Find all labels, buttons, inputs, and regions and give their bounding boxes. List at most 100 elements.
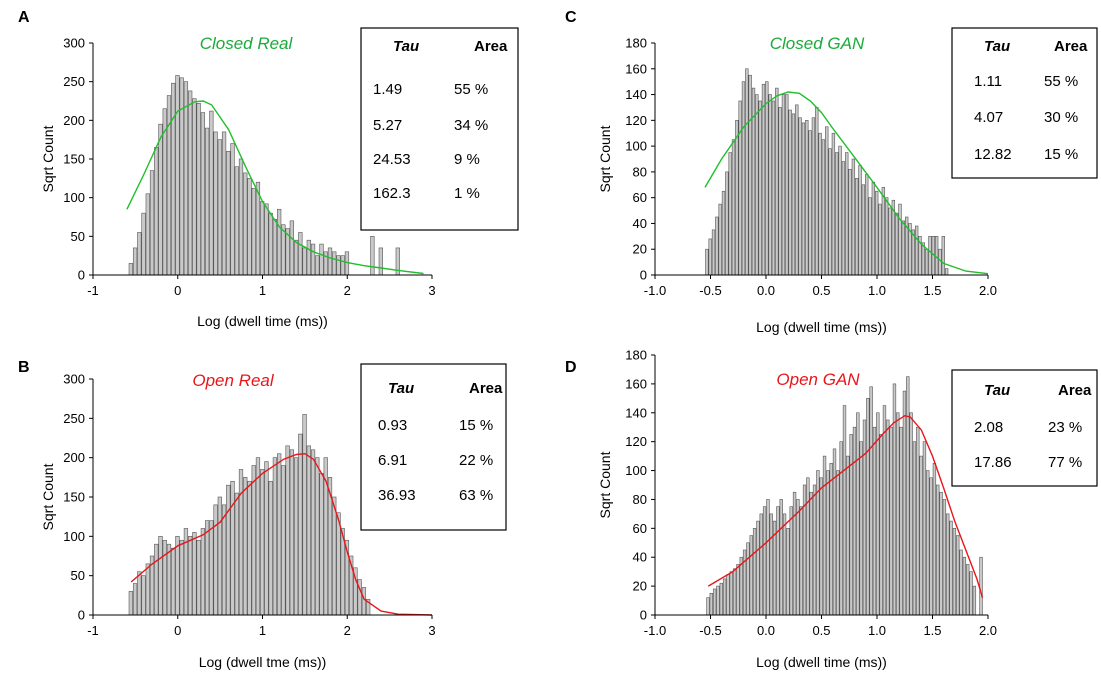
histogram-bar [889,426,893,616]
histogram-bar [293,239,299,276]
histogram-bar [128,591,133,616]
histogram-bar [132,583,138,616]
table-row: 36.93 63 % [378,487,493,504]
histogram-bar [238,158,244,276]
x-tick-label: 2.0 [979,623,997,638]
histogram-bar [162,539,167,616]
histogram-bar [738,100,742,276]
histogram-bar [866,398,870,616]
histogram-bar [792,491,797,616]
histogram-bar [886,419,890,616]
histogram-bar [158,536,163,616]
histogram-bar [849,434,853,616]
y-tick-label: 160 [625,376,647,391]
y-tick-label: 100 [625,463,647,478]
histogram-bar [779,499,783,616]
histogram-bar [801,122,806,276]
table-header-tau: Tau [393,38,419,55]
histogram-bar [875,190,879,276]
histogram-bar [264,461,269,616]
histogram-bar [315,457,320,616]
y-tick-label: 100 [63,529,85,544]
histogram-bar [315,255,320,276]
histogram-bar [841,161,846,276]
area-value: 55 % [1044,73,1078,90]
x-tick-label: 0.5 [812,283,830,298]
histogram-bar [882,405,887,616]
histogram-bar [277,208,282,276]
histogram-bar [825,126,829,276]
y-tick-label: 180 [625,36,647,51]
histogram-bar [234,492,239,616]
histogram-bar [778,107,782,276]
histogram-bar [766,499,770,616]
histogram-bar [745,68,749,276]
histogram-bar [842,405,847,616]
histogram-bar [826,470,830,616]
histogram-bar [898,203,902,276]
area-value: 34 % [454,117,488,134]
tau-value: 24.53 [373,151,411,168]
histogram-bar [192,98,197,276]
histogram-bar [327,247,333,276]
histogram-bars [128,414,371,616]
histogram-bar [806,477,810,616]
x-tick-label: -0.5 [699,283,721,298]
histogram-bar [272,219,278,276]
histogram-bar [821,139,826,276]
histogram-bar [340,255,345,276]
histogram-bar [928,236,932,276]
table-row: 0.93 15 % [378,417,493,434]
panel-letter: D [565,359,577,376]
histogram-bar [728,152,732,276]
histogram-bar [828,148,832,276]
histogram-bar [226,484,231,616]
histogram-bar [878,203,882,276]
x-tick-label: 1 [259,283,266,298]
area-value: 9 % [454,151,480,168]
histogram-bar [709,593,713,616]
chart-panel-c: C 0 20 40 60 80 100 120 140 160 180 -1.0 -0.5 0.0 0.5 1… [565,9,1098,335]
x-tick-label: 0.0 [757,623,775,638]
histogram-bar [179,77,184,276]
y-tick-label: 0 [640,608,647,623]
x-tick-label: 0.5 [812,623,830,638]
histogram-bar [175,75,180,276]
histogram-bar [796,499,800,616]
x-tick-label: 1.0 [868,283,886,298]
tau-value: 5.27 [373,117,402,134]
histogram-bar [755,94,759,276]
histogram-bar [221,131,227,276]
histogram-bar [171,82,176,276]
y-tick-label: 200 [63,450,85,465]
table-header-area: Area [474,38,508,55]
histogram-bar [959,549,963,616]
histogram-bar [852,426,857,616]
histogram-bar [247,480,252,616]
histogram-bar [848,169,852,276]
histogram-bar [706,597,710,616]
histogram-bar [819,477,823,616]
histogram-bar [264,203,269,276]
histogram-bar [200,528,205,616]
histogram-bar [896,412,900,616]
table-row: 1.49 55 % [373,81,488,98]
histogram-bar [761,83,766,276]
y-tick-label: 50 [71,568,85,583]
histogram-bar [306,239,311,276]
x-tick-label: 0 [174,283,181,298]
y-tick-label: 100 [625,139,647,154]
y-tick-label: 0 [78,608,85,623]
histogram-bar [736,564,740,616]
histogram-bar [708,238,712,276]
table-header-area: Area [1058,382,1092,399]
tau-value: 6.91 [378,452,407,469]
chart-title: Open GAN [776,370,860,389]
histogram-bar [916,426,920,616]
tau-value: 36.93 [378,487,416,504]
histogram-bar [944,268,949,276]
histogram-bar [811,117,816,276]
histogram-bar [768,94,772,276]
histogram-bar [705,248,709,276]
